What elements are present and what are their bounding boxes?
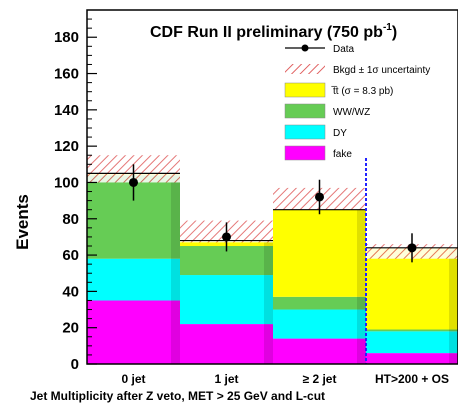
bar-shade [264,240,273,364]
chart-title-sup: -1 [383,22,392,33]
legend-swatch [284,82,326,98]
bar-segment [273,209,366,297]
legend-data-marker [301,44,309,52]
data-point [407,243,417,253]
bar-segment [180,324,273,364]
legend-label: t̅t (σ = 8.3 pb) [331,85,393,97]
chart-text: CDF Run II preliminary (750 pb-1) Events… [13,22,397,403]
y-tick-label: 120 [54,138,79,155]
legend-swatch [284,145,326,161]
bar-segment [87,258,180,301]
bar-segment [366,353,458,364]
legend-label: Bkgd ± 1σ uncertainty [333,65,430,76]
legend-label: WW/WZ [333,107,370,118]
x-category-label: HT>200 + OS [375,372,449,386]
bar-segment [366,331,458,354]
chart-title: CDF Run II preliminary (750 pb-1) [150,22,397,41]
data-point [129,177,138,187]
legend: Data Bkgd ± 1σ uncertainty t̅t (σ = 8.3 pb… [284,44,430,161]
legend-label: Data [333,44,355,55]
legend-label: DY [333,128,347,139]
data-point [222,232,231,242]
bar-segment [180,275,273,325]
y-axis-label: Events [13,194,32,250]
bar-shade [357,209,366,364]
chart-title-main: CDF Run II preliminary (750 pb [150,24,383,41]
bar-segment [273,296,366,310]
chart-title-end: ) [392,24,397,41]
x-axis-label: Jet Multiplicity after Z veto, MET > 25 … [30,389,325,403]
y-tick-label: 160 [54,66,79,83]
y-tick-label: 140 [54,102,79,119]
x-category-label: 1 jet [214,372,238,386]
bar-shade [171,173,180,364]
y-tick-label: 60 [62,247,79,264]
legend-label: fake [333,149,352,160]
bar-segment [366,329,458,332]
x-category-label: 0 jet [121,372,145,386]
bar-segment [273,309,366,339]
y-tick-label: 20 [62,320,79,337]
bar-segment [273,338,366,364]
bar-shade [449,247,458,364]
y-tick-label: 40 [62,283,79,300]
y-tick-label: 80 [62,211,79,228]
y-tick-label: 180 [54,29,79,46]
data-point [315,192,324,202]
bar-segment [87,300,180,364]
plot-area: 0 20 40 60 80 100 120 140 160 180 0 jet 1 jet ≥ 2 je… [54,9,458,386]
plot-frame [86,9,458,365]
legend-swatch-uncertainty [285,64,325,74]
y-tick-label: 0 [71,356,79,373]
legend-swatch [284,124,326,140]
y-tick-label: 100 [54,174,79,191]
legend-swatch [284,103,326,119]
x-category-label: ≥ 2 jet [303,372,337,386]
